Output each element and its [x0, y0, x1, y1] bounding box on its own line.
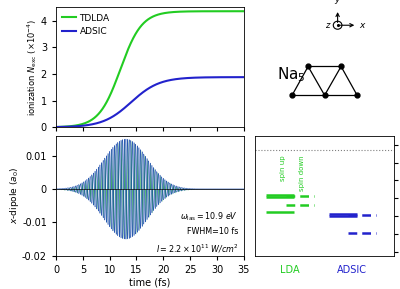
TDLDA	[241, 10, 246, 13]
Text: $I = 2.2 \times 10^{11}$ W/cm$^2$: $I = 2.2 \times 10^{11}$ W/cm$^2$	[156, 242, 238, 255]
Line: ADSIC: ADSIC	[56, 77, 244, 127]
Legend: TDLDA, ADSIC: TDLDA, ADSIC	[60, 12, 112, 38]
TDLDA	[238, 10, 242, 13]
Text: $\omega_{\mathrm{las}} = 10.9$ eV: $\omega_{\mathrm{las}} = 10.9$ eV	[180, 210, 238, 223]
Y-axis label: ionization $N_{\mathrm{exc}}$ ($\times 10^{-4}$): ionization $N_{\mathrm{exc}}$ ($\times 1…	[26, 18, 39, 116]
TDLDA	[134, 31, 138, 35]
ADSIC	[241, 75, 246, 79]
Line: TDLDA: TDLDA	[56, 11, 244, 127]
Text: $z$: $z$	[324, 21, 331, 30]
ADSIC	[75, 125, 80, 128]
ADSIC	[134, 96, 138, 99]
Text: Na$_5$: Na$_5$	[277, 65, 306, 84]
ADSIC	[86, 123, 91, 127]
TDLDA	[75, 123, 80, 127]
TDLDA	[86, 120, 91, 123]
ADSIC	[54, 125, 58, 129]
TDLDA	[126, 48, 130, 51]
Text: spin up: spin up	[280, 155, 286, 181]
X-axis label: time (fs): time (fs)	[129, 277, 170, 288]
ADSIC	[238, 75, 242, 79]
TDLDA	[218, 10, 222, 13]
ADSIC	[126, 103, 130, 107]
Y-axis label: $x$-dipole ($a_0$): $x$-dipole ($a_0$)	[8, 167, 20, 224]
ADSIC	[218, 75, 222, 79]
Text: spin down: spin down	[299, 155, 305, 191]
Text: FWHM=10 fs: FWHM=10 fs	[187, 227, 238, 236]
TDLDA	[54, 125, 58, 129]
Text: $y$: $y$	[334, 0, 342, 6]
Text: $x$: $x$	[359, 21, 367, 30]
